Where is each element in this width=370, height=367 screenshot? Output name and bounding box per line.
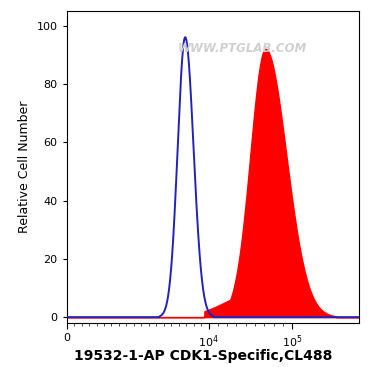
Text: WWW.PTGLAB.COM: WWW.PTGLAB.COM (177, 42, 307, 55)
Y-axis label: Relative Cell Number: Relative Cell Number (18, 101, 31, 233)
Text: 19532-1-AP CDK1-Specific,CL488: 19532-1-AP CDK1-Specific,CL488 (74, 349, 333, 363)
